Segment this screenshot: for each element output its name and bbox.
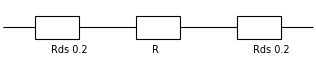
Text: Rds 0.2: Rds 0.2 [253, 45, 289, 55]
Text: R: R [152, 45, 159, 55]
Text: Rds 0.2: Rds 0.2 [51, 45, 87, 55]
Bar [237, 16, 281, 39]
Bar [136, 16, 180, 39]
Bar [35, 16, 79, 39]
